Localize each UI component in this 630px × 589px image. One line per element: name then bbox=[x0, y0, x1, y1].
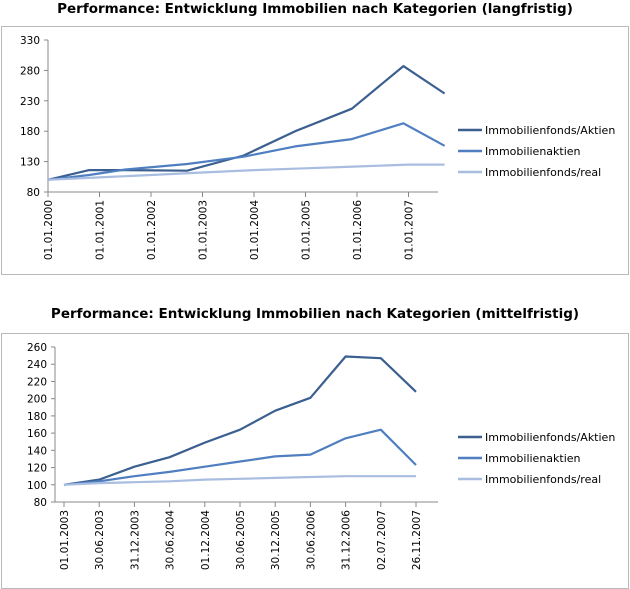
y-tick-label: 280 bbox=[20, 65, 40, 77]
y-tick-label: 160 bbox=[27, 428, 47, 440]
y-tick-label: 180 bbox=[27, 411, 47, 423]
series-line bbox=[47, 163, 445, 181]
legend-entry: Immobilienfonds/real bbox=[485, 473, 601, 486]
y-tick-label: 130 bbox=[20, 157, 40, 169]
x-tick-label: 30.06.2003 bbox=[94, 510, 106, 570]
x-tick-label: 30.12.2005 bbox=[270, 510, 282, 570]
series-line bbox=[47, 64, 446, 181]
x-tick-label: 30.06.2006 bbox=[305, 510, 317, 570]
y-tick-label: 120 bbox=[27, 463, 47, 475]
x-tick-label: 01.01.2006 bbox=[352, 200, 364, 260]
chart-frame-mittelfristig bbox=[1, 333, 629, 589]
legend-entry: Immobilienfonds/Aktien bbox=[485, 124, 615, 137]
y-tick-label: 220 bbox=[27, 376, 47, 388]
x-tick-label: 01.01.2002 bbox=[146, 200, 158, 260]
y-tick-label: 330 bbox=[20, 35, 40, 47]
legend-entry: Immobilienaktien bbox=[485, 452, 581, 465]
legend-entry: Immobilienfonds/Aktien bbox=[485, 431, 615, 444]
x-tick-label: 02.07.2007 bbox=[376, 510, 388, 570]
y-tick-label: 80 bbox=[34, 497, 47, 509]
x-tick-label: 01.01.2001 bbox=[95, 200, 107, 260]
series-line bbox=[63, 355, 417, 486]
y-tick-label: 200 bbox=[27, 394, 47, 406]
y-tick-label: 260 bbox=[27, 342, 47, 354]
x-tick-label: 01.01.2004 bbox=[249, 200, 261, 260]
y-tick-label: 240 bbox=[27, 359, 47, 371]
x-tick-label: 01.01.2000 bbox=[43, 200, 55, 260]
y-tick-label: 140 bbox=[27, 445, 47, 457]
x-tick-label: 30.06.2005 bbox=[235, 510, 247, 570]
x-tick-label: 01.12.2004 bbox=[200, 510, 212, 570]
x-tick-label: 01.01.2005 bbox=[301, 200, 313, 260]
series-line bbox=[63, 428, 417, 486]
x-tick-label: 01.01.2003 bbox=[59, 510, 71, 570]
series-line bbox=[47, 122, 446, 181]
x-tick-label: 26.11.2007 bbox=[411, 510, 423, 570]
chart-title-langfristig: Performance: Entwicklung Immobilien nach… bbox=[57, 1, 573, 17]
x-tick-label: 01.01.2003 bbox=[198, 200, 210, 260]
x-tick-label: 01.01.2007 bbox=[404, 200, 416, 260]
x-tick-label: 31.12.2003 bbox=[129, 510, 141, 570]
y-tick-label: 80 bbox=[27, 187, 40, 199]
x-tick-label: 31.12.2006 bbox=[341, 510, 353, 570]
y-tick-label: 100 bbox=[27, 480, 47, 492]
series-line bbox=[63, 475, 416, 486]
legend-entry: Immobilienfonds/real bbox=[485, 166, 601, 179]
y-tick-label: 230 bbox=[20, 96, 40, 108]
chart-frame-langfristig bbox=[1, 26, 629, 275]
legend-entry: Immobilienaktien bbox=[485, 145, 581, 158]
x-tick-label: 30.06.2004 bbox=[165, 510, 177, 570]
y-tick-label: 180 bbox=[20, 126, 40, 138]
chart-title-mittelfristig: Performance: Entwicklung Immobilien nach… bbox=[50, 306, 580, 322]
